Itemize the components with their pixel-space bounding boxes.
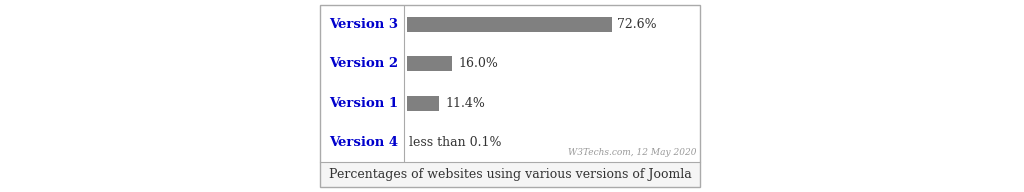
Text: less than 0.1%: less than 0.1%: [410, 136, 502, 149]
Text: Percentages of websites using various versions of Joomla: Percentages of websites using various ve…: [329, 168, 691, 181]
Text: Version 3: Version 3: [329, 18, 398, 31]
Text: Version 4: Version 4: [329, 136, 398, 149]
Bar: [408, 56, 453, 71]
Bar: [408, 17, 611, 32]
Text: Version 2: Version 2: [329, 57, 398, 70]
Text: W3Techs.com, 12 May 2020: W3Techs.com, 12 May 2020: [567, 148, 696, 157]
Text: 72.6%: 72.6%: [617, 18, 656, 31]
Bar: [408, 96, 439, 111]
Text: 16.0%: 16.0%: [458, 57, 498, 70]
Text: Version 1: Version 1: [329, 97, 398, 110]
Text: 11.4%: 11.4%: [445, 97, 485, 110]
